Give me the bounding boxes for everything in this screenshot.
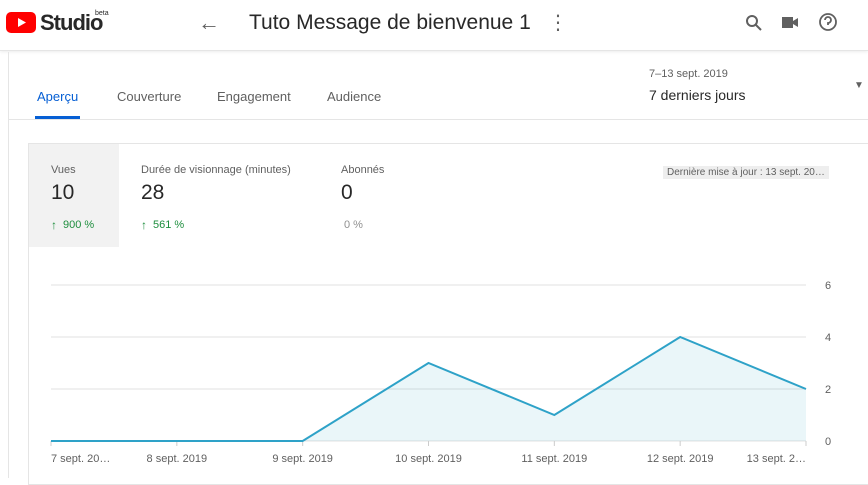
search-icon[interactable] [746,15,762,31]
toolbar-icons [746,13,837,31]
tab[interactable]: Engagement [217,89,291,104]
metric-name[interactable]: Durée de visionnage (minutes) [141,164,291,176]
x-tick-label: 12 sept. 2019 [647,453,714,465]
badge: beta [95,10,109,17]
tab[interactable]: Aperçu [37,89,79,104]
x-tick-label: 11 sept. 2019 [521,453,587,465]
y-tick-label: 4 [825,332,831,344]
up-arrow: ↑ [141,218,147,232]
y-tick-label: 0 [825,436,831,448]
logo: Studio [40,10,103,35]
sidebar-edge [8,52,9,478]
metric-name[interactable]: Abonnés [341,164,385,176]
camera-icon[interactable] [782,17,798,28]
x-tick-label: 7 sept. 20… [51,453,110,465]
metric-value: 0 [341,181,353,204]
tab[interactable]: Couverture [117,89,182,104]
up-arrow: ↑ [51,218,57,232]
header: Studio beta ← Tuto Message de bienvenue … [0,0,868,51]
period-dropdown[interactable]: ▼ [854,80,864,91]
x-tick-label: 8 sept. 2019 [147,453,208,465]
tab[interactable]: Audience [327,89,382,104]
x-tick-label: 10 sept. 2019 [395,453,462,465]
x-tick-label: 9 sept. 2019 [272,453,333,465]
y-tick-label: 2 [825,384,831,396]
menu-button[interactable]: ⋮ [548,12,568,34]
logo-icon [6,12,36,33]
metric-change: 561 % [153,219,185,231]
divider [9,119,868,120]
y-tick-label: 6 [825,280,831,292]
back-button[interactable]: ← [198,10,220,35]
page-title: Tuto Message de bienvenue 1 [249,11,531,34]
update-note: Dernière mise à jour : 13 sept. 20… [663,166,829,179]
metric-change: 0 % [344,219,363,231]
metric-name[interactable]: Vues [51,164,76,176]
tab-indicator [35,116,80,119]
area [51,337,806,441]
metric-value: 10 [51,181,75,204]
period-range: 7–13 sept. 2019 [649,68,728,80]
selected-metric [29,144,119,247]
period-label[interactable]: 7 derniers jours [649,87,746,103]
x-tick-label: 13 sept. 2… [747,453,806,465]
help-icon[interactable] [819,13,837,31]
metric-value: 28 [141,181,165,204]
line [51,335,807,442]
metric-change: 900 % [63,219,95,231]
